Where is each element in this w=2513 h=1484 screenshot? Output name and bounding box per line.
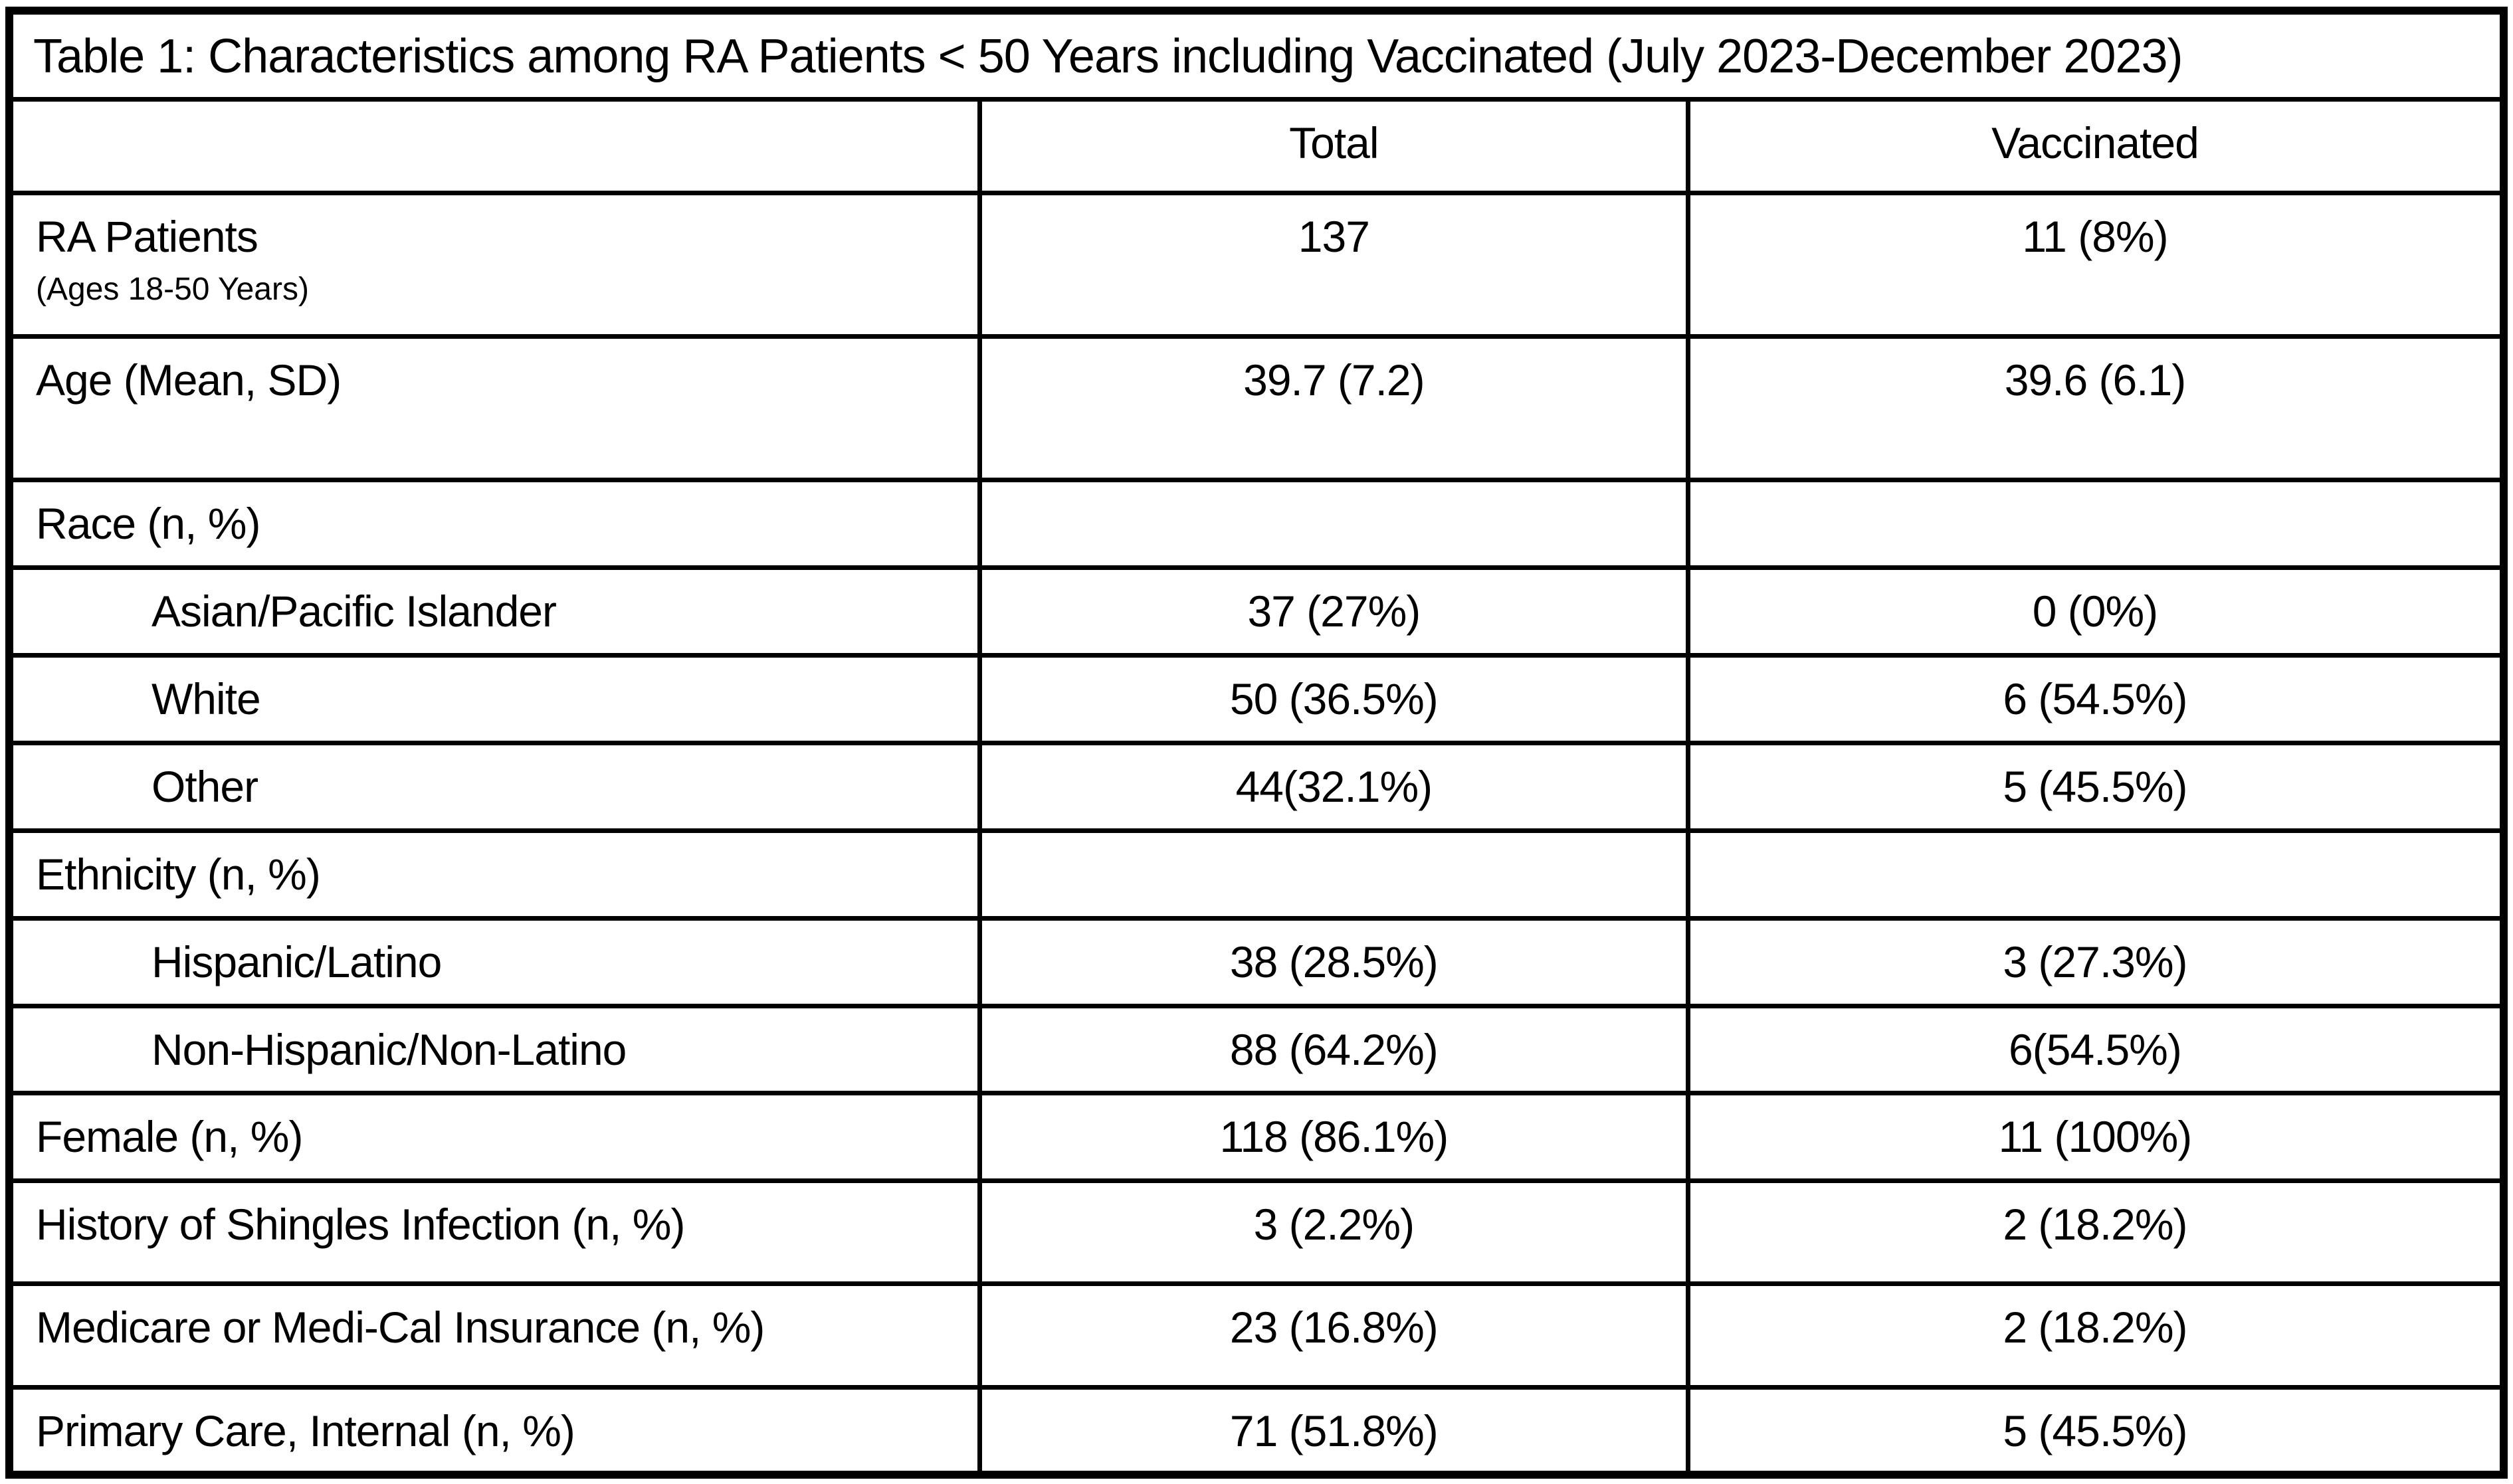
row-label-cell: History of Shingles Infection (n, %) (7, 1178, 982, 1287)
table-row: Ethnicity (n, %) (7, 828, 2506, 921)
table-row: Primary Care, Internal (n, %) 71 (51.8%)… (7, 1384, 2506, 1477)
vaccinated-value-cell: 3 (27.3%) (1685, 915, 2506, 1008)
row-label: RA Patients (36, 211, 258, 261)
row-label-cell: Ethnicity (n, %) (7, 828, 982, 921)
total-value-cell: 37 (27%) (977, 565, 1690, 658)
row-label-cell: Race (n, %) (7, 478, 982, 571)
total-value-cell: 118 (86.1%) (977, 1091, 1690, 1184)
row-label-cell: Asian/Pacific Islander (7, 565, 982, 658)
row-label-cell: Age (Mean, SD) (7, 334, 982, 483)
total-value-cell: 137 (977, 190, 1690, 339)
row-label-cell: Other (7, 740, 982, 833)
vaccinated-value-cell: 6 (54.5%) (1685, 653, 2506, 745)
vaccinated-value-cell: 6(54.5%) (1685, 1003, 2506, 1096)
vaccinated-value-cell: 5 (45.5%) (1685, 1384, 2506, 1477)
table-row: Female (n, %) 118 (86.1%) 11 (100%) (7, 1091, 2506, 1184)
table-title: Table 1: Characteristics among RA Patien… (7, 8, 2506, 102)
table-row: Non-Hispanic/Non-Latino 88 (64.2%) 6(54.… (7, 1003, 2506, 1096)
vaccinated-value-cell: 2 (18.2%) (1685, 1178, 2506, 1287)
table-row: Medicare or Medi-Cal Insurance (n, %) 23… (7, 1281, 2506, 1390)
row-sublabel: (Ages 18-50 Years) (36, 271, 309, 307)
total-value-cell: 3 (2.2%) (977, 1178, 1690, 1287)
total-value-cell: 38 (28.5%) (977, 915, 1690, 1008)
total-value-cell: 39.7 (7.2) (977, 334, 1690, 483)
total-value-cell: 71 (51.8%) (977, 1384, 1690, 1477)
total-value-cell: 23 (16.8%) (977, 1281, 1690, 1390)
empty-header-cell (7, 97, 982, 195)
row-label-cell: Female (n, %) (7, 1091, 982, 1184)
row-label-cell: Non-Hispanic/Non-Latino (7, 1003, 982, 1096)
vaccinated-column-header: Vaccinated (1685, 97, 2506, 195)
vaccinated-value-cell: 5 (45.5%) (1685, 740, 2506, 833)
row-label-cell: Hispanic/Latino (7, 915, 982, 1008)
table-row: Hispanic/Latino 38 (28.5%) 3 (27.3%) (7, 915, 2506, 1008)
vaccinated-value-cell: 0 (0%) (1685, 565, 2506, 658)
row-label-cell: Medicare or Medi-Cal Insurance (n, %) (7, 1281, 982, 1390)
table-header-row: Total Vaccinated (7, 97, 2506, 195)
total-value-cell: 44(32.1%) (977, 740, 1690, 833)
table-row: Asian/Pacific Islander 37 (27%) 0 (0%) (7, 565, 2506, 658)
table-row: RA Patients (Ages 18-50 Years) 137 11 (8… (7, 190, 2506, 339)
table-row: Other 44(32.1%) 5 (45.5%) (7, 740, 2506, 833)
total-column-header: Total (977, 97, 1690, 195)
vaccinated-value-cell: 2 (18.2%) (1685, 1281, 2506, 1390)
row-label-cell: RA Patients (Ages 18-50 Years) (7, 190, 982, 339)
row-label-cell: Primary Care, Internal (n, %) (7, 1384, 982, 1477)
vaccinated-value-cell: 11 (100%) (1685, 1091, 2506, 1184)
vaccinated-value-cell: 39.6 (6.1) (1685, 334, 2506, 483)
table-row: Age (Mean, SD) 39.7 (7.2) 39.6 (6.1) (7, 334, 2506, 483)
vaccinated-value-cell (1685, 828, 2506, 921)
total-value-cell (977, 478, 1690, 571)
table-row: Race (n, %) (7, 478, 2506, 571)
total-value-cell: 50 (36.5%) (977, 653, 1690, 745)
table-row: White 50 (36.5%) 6 (54.5%) (7, 653, 2506, 745)
table-row: History of Shingles Infection (n, %) 3 (… (7, 1178, 2506, 1287)
total-value-cell: 88 (64.2%) (977, 1003, 1690, 1096)
characteristics-table: Table 1: Characteristics among RA Patien… (5, 7, 2508, 1479)
vaccinated-value-cell: 11 (8%) (1685, 190, 2506, 339)
row-label-cell: White (7, 653, 982, 745)
vaccinated-value-cell (1685, 478, 2506, 571)
table-title-row: Table 1: Characteristics among RA Patien… (7, 8, 2506, 102)
total-value-cell (977, 828, 1690, 921)
